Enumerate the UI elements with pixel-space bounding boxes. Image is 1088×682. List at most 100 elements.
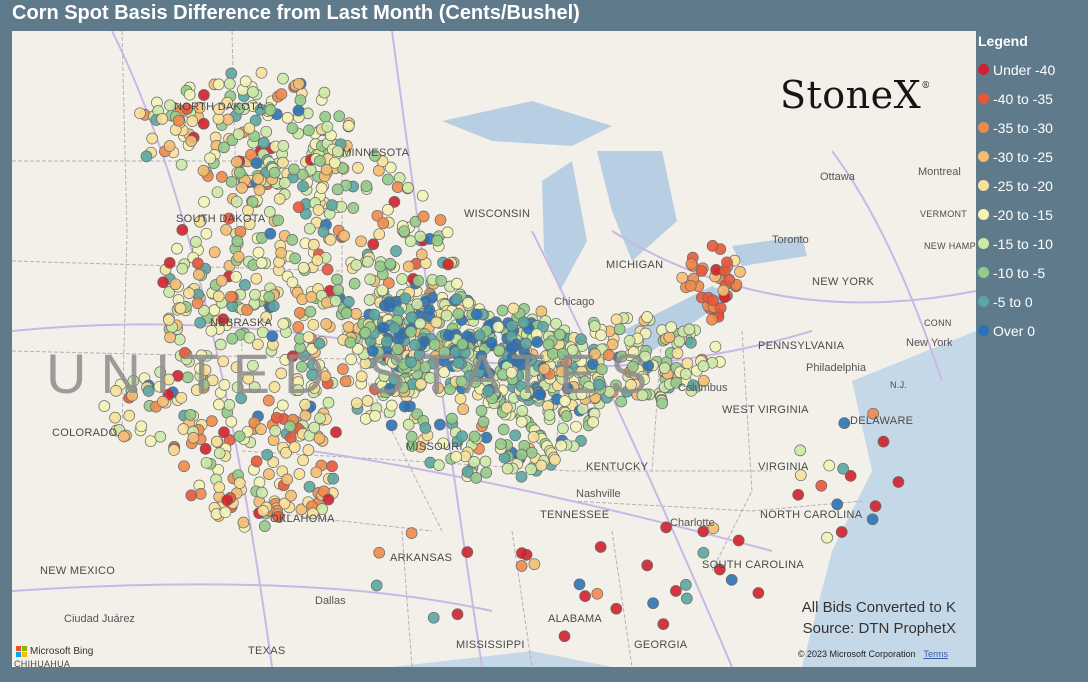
bid-marker (685, 336, 697, 349)
bid-marker (256, 486, 268, 499)
bid-marker (241, 304, 253, 316)
bid-marker (263, 206, 276, 218)
bid-marker (350, 259, 363, 271)
bid-marker (197, 164, 210, 177)
bid-marker (516, 405, 529, 417)
bid-marker (423, 304, 436, 316)
bid-marker (272, 214, 284, 227)
bid-marker (230, 195, 243, 208)
bid-marker (559, 395, 571, 407)
bid-marker (230, 361, 243, 374)
city-label: Ottawa (820, 171, 855, 183)
state-label: COLORADO (52, 427, 118, 439)
bid-marker (404, 235, 417, 247)
legend-dot-icon (978, 267, 989, 278)
bid-marker (613, 323, 626, 336)
bid-marker (235, 392, 247, 405)
bid-marker (277, 317, 290, 330)
bid-marker (794, 444, 807, 457)
legend-item[interactable]: -35 to -30 (978, 113, 1086, 142)
legend-item[interactable]: -25 to -20 (978, 171, 1086, 200)
bid-marker (308, 421, 321, 434)
highway-line (531, 230, 733, 667)
legend-label: -25 to -20 (993, 177, 1053, 194)
bid-marker (615, 350, 628, 363)
bid-marker (237, 516, 250, 529)
bid-marker (665, 321, 678, 334)
bid-marker (451, 608, 464, 621)
bid-marker (294, 306, 306, 319)
bid-marker (419, 422, 432, 434)
bid-marker (185, 489, 198, 502)
bid-marker (361, 255, 374, 268)
bid-marker (468, 430, 481, 443)
bid-marker (344, 336, 357, 349)
bid-marker (520, 351, 533, 364)
bid-marker (307, 318, 320, 331)
bid-marker (450, 293, 463, 306)
bid-marker (399, 292, 412, 305)
bid-marker (367, 238, 380, 251)
bid-marker (405, 527, 418, 539)
bid-marker (431, 234, 444, 247)
bid-marker (432, 382, 444, 394)
bid-marker (140, 150, 153, 163)
bid-marker (385, 419, 398, 432)
bid-marker (355, 235, 367, 248)
bid-marker (441, 226, 454, 239)
bid-marker (391, 181, 404, 193)
bid-marker (183, 287, 195, 299)
state-label: NEBRASKA (210, 317, 273, 329)
bid-marker (277, 140, 290, 152)
bid-marker (247, 86, 259, 98)
bid-marker (697, 546, 710, 559)
map-canvas[interactable] (12, 31, 976, 667)
bid-marker (367, 345, 379, 357)
bid-marker (204, 152, 216, 165)
bid-marker (313, 359, 326, 371)
bid-marker (475, 405, 488, 417)
bid-marker (146, 132, 159, 145)
bid-marker (226, 332, 239, 345)
state-border-line (401, 530, 413, 667)
terms-link[interactable]: Terms (923, 649, 949, 659)
bid-marker (225, 67, 238, 80)
bid-marker (866, 513, 879, 526)
bid-marker (219, 506, 232, 519)
bid-marker (232, 128, 245, 141)
legend-item[interactable]: Over 0 (978, 316, 1086, 345)
bid-marker (250, 157, 263, 169)
legend-item[interactable]: Under -40 (978, 55, 1086, 84)
bid-marker (792, 488, 805, 501)
bid-marker (292, 201, 305, 214)
bid-marker (509, 429, 522, 442)
state-label: MISSISSIPPI (456, 639, 525, 651)
legend-item[interactable]: -10 to -5 (978, 258, 1086, 287)
bid-marker (450, 450, 462, 463)
bid-marker (641, 311, 653, 323)
bid-marker (555, 365, 568, 378)
source-note: All Bids Converted to K Source: DTN Prop… (802, 597, 956, 639)
bid-marker (732, 534, 745, 547)
legend-item[interactable]: -5 to 0 (978, 287, 1086, 316)
bid-marker (337, 363, 349, 375)
bid-marker (243, 122, 256, 135)
bid-marker (213, 398, 225, 411)
bid-marker (231, 235, 244, 247)
bid-marker (370, 579, 383, 592)
basis-map[interactable]: UNITED STATES NORTH DAKOTA SOUTH DAKOTA … (12, 31, 976, 667)
bid-marker (507, 302, 520, 315)
bid-marker (268, 381, 281, 393)
bid-marker (398, 225, 411, 238)
bid-marker (233, 102, 245, 115)
bid-marker (557, 422, 569, 435)
bid-marker (350, 397, 363, 410)
bid-marker (257, 137, 270, 149)
legend-item[interactable]: -20 to -15 (978, 200, 1086, 229)
bid-marker (157, 276, 170, 289)
bid-marker (543, 409, 556, 421)
legend-item[interactable]: -30 to -25 (978, 142, 1086, 171)
bid-marker (153, 380, 166, 393)
legend-item[interactable]: -40 to -35 (978, 84, 1086, 113)
legend-item[interactable]: -15 to -10 (978, 229, 1086, 258)
